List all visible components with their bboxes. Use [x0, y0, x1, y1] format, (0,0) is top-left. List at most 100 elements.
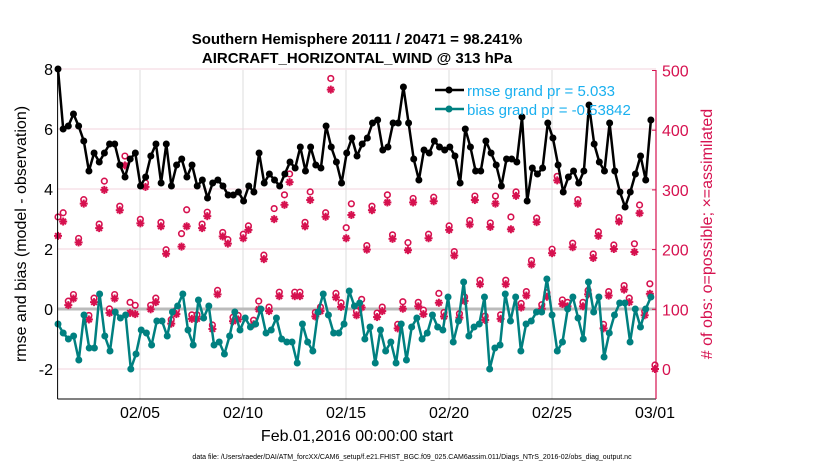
bias-point: [408, 323, 416, 331]
rmse-point: [621, 203, 629, 211]
obs-possible-point: [327, 74, 335, 83]
rmse-point: [528, 164, 536, 172]
bias-point: [324, 311, 332, 319]
rmse-point: [368, 119, 376, 127]
obs-assimilated-point: [434, 298, 443, 307]
obs-assimilated-point: [239, 234, 248, 243]
rmse-point: [147, 152, 155, 160]
bias-point: [283, 338, 291, 346]
rmse-point: [616, 188, 624, 196]
obs-assimilated-point: [352, 311, 361, 320]
bias-point: [434, 323, 442, 331]
obs-assimilated-point: [198, 224, 207, 233]
x-tick-label: 02/10: [223, 405, 263, 422]
rmse-point: [162, 140, 170, 148]
obs-assimilated-point: [501, 280, 510, 289]
y-right-tick-label: 200: [662, 243, 689, 260]
rmse-point: [69, 110, 77, 118]
y-right-tick-label: 400: [662, 123, 689, 140]
rmse-point: [456, 179, 464, 187]
obs-assimilated-point: [378, 307, 387, 316]
bias-point: [80, 311, 88, 319]
bias-point: [184, 326, 192, 334]
obs-assimilated-point: [445, 225, 454, 234]
bias-point: [605, 329, 613, 337]
obs-assimilated-point: [146, 305, 155, 314]
rmse-point: [188, 161, 196, 169]
rmse-point: [533, 170, 541, 178]
bias-point: [298, 320, 306, 328]
rmse-point: [281, 170, 289, 178]
bias-point: [127, 365, 135, 373]
rmse-point: [75, 122, 83, 130]
bias-point: [460, 278, 468, 286]
y-right-tick-label: 100: [662, 302, 689, 319]
bias-point: [288, 338, 296, 346]
rmse-point: [214, 176, 222, 184]
obs-assimilated-point: [295, 292, 304, 301]
bias-point: [168, 308, 176, 316]
obs-assimilated-point: [527, 260, 536, 269]
obs-assimilated-point: [84, 315, 93, 324]
obs-possible-point: [126, 298, 134, 306]
bias-point: [642, 305, 650, 313]
obs-possible-point: [635, 201, 644, 209]
rmse-point: [549, 134, 557, 142]
rmse-point: [322, 122, 330, 130]
bias-point: [111, 308, 119, 316]
rmse-point: [111, 140, 119, 148]
bias-point: [252, 320, 260, 328]
bias-point: [350, 302, 358, 310]
rmse-point: [255, 149, 263, 157]
bias-point: [220, 350, 228, 358]
bias-point: [595, 293, 603, 301]
obs-assimilated-point: [522, 291, 531, 300]
bias-point: [413, 314, 421, 322]
bias-point: [532, 308, 540, 316]
rmse-point: [307, 143, 315, 151]
bias-point: [387, 338, 395, 346]
bias-point: [132, 350, 140, 358]
rmse-point: [451, 152, 459, 160]
rmse-point: [348, 134, 356, 142]
bias-point: [163, 332, 171, 340]
footnote: data file: /Users/raeder/DAI/ATM_forcXX/…: [192, 454, 632, 461]
rmse-point: [332, 158, 340, 166]
obs-assimilated-point: [517, 303, 526, 312]
y-right-tick-label: 500: [662, 64, 689, 81]
rmse-point: [265, 170, 273, 178]
rmse-point: [600, 167, 608, 175]
rmse-point: [301, 167, 309, 175]
rmse-point: [642, 176, 650, 184]
bias-point: [262, 329, 270, 337]
bias-point: [215, 338, 223, 346]
rmse-point: [363, 134, 371, 142]
obs-assimilated-point: [362, 245, 371, 254]
bias-point: [538, 308, 546, 316]
obs-assimilated-point: [594, 231, 603, 240]
bias-line: [56, 277, 653, 371]
obs-assimilated-point: [429, 197, 438, 206]
obs-assimilated-point: [151, 298, 160, 307]
rmse-point: [229, 191, 237, 199]
bias-point: [382, 347, 390, 355]
bias-point: [293, 359, 301, 367]
bias-point: [59, 329, 67, 337]
rmse-point: [399, 83, 407, 91]
obs-possible-point: [507, 213, 515, 221]
rmse-point: [575, 179, 583, 187]
rmse-point: [131, 149, 139, 157]
bias-point: [423, 329, 431, 337]
bias-point: [158, 317, 166, 325]
bias-point: [267, 326, 275, 334]
rmse-point: [611, 167, 619, 175]
rmse-point: [358, 140, 366, 148]
rmse-point: [59, 125, 67, 133]
rmse-point: [80, 137, 88, 145]
bias-point: [610, 311, 618, 319]
rmse-point: [240, 197, 248, 205]
obs-assimilated-point: [398, 304, 407, 313]
rmse-point: [121, 173, 129, 181]
bias-point: [574, 314, 582, 322]
